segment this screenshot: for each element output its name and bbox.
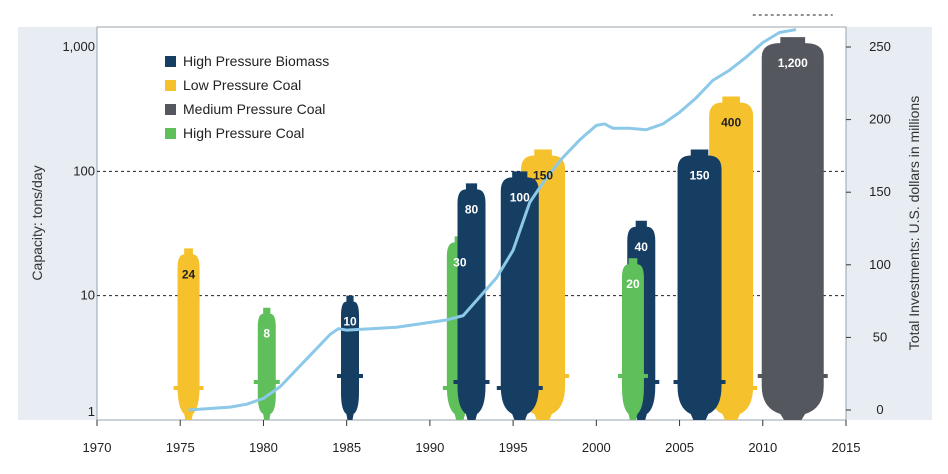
capacity-label-10: 10 (343, 315, 357, 329)
y-left-title: Capacity: tons/day (29, 165, 45, 280)
x-tick-label-1975: 1975 (166, 440, 195, 455)
legend-label-medium-pressure-coal: Medium Pressure Coal (183, 101, 325, 117)
x-tick-label-1970: 1970 (83, 440, 112, 455)
bottle-tick-24 (173, 386, 204, 390)
bottle-tick-1-200 (757, 374, 828, 378)
bottle-high-pressure-coal-8 (257, 307, 276, 420)
left-axis-band (18, 27, 97, 420)
capacity-label-1-200: 1,200 (778, 56, 808, 70)
y-left-tick-label-10: 10 (81, 288, 95, 303)
y-right-tick-label-150: 150 (869, 184, 891, 199)
y-left-tick-label-1: 1 (88, 404, 95, 419)
x-tick-label-2005: 2005 (665, 440, 694, 455)
legend: High Pressure Biomass Low Pressure Coal Me… (165, 53, 329, 141)
capacity-label-80: 80 (465, 202, 479, 216)
bottle-high-pressure-biomass-80 (457, 183, 486, 420)
bottle-tick-8 (253, 380, 280, 384)
capacity-label-20: 20 (626, 277, 640, 291)
investment-line (188, 28, 797, 412)
y-right-tick-label-0: 0 (876, 402, 883, 417)
bottle-tick-400 (705, 386, 758, 390)
legend-label-high-pressure-biomass: High Pressure Biomass (183, 53, 329, 69)
capacity-bottles (173, 37, 828, 421)
legend-swatch-high-pressure-coal (165, 128, 176, 139)
legend-swatch-medium-pressure-coal (165, 104, 176, 115)
capacity-label-150: 150 (690, 168, 710, 182)
bottle-high-pressure-coal-20 (621, 258, 644, 420)
y-left-tick-label-1-000: 1,000 (62, 39, 95, 54)
bottle-tick-150 (673, 380, 726, 384)
capacity-label-30: 30 (453, 255, 467, 269)
bottle-tick-80 (453, 380, 490, 384)
x-tick-label-2000: 2000 (582, 440, 611, 455)
legend-label-low-pressure-coal: Low Pressure Coal (183, 77, 301, 93)
right-axis-band (846, 27, 932, 420)
y-right-tick-label-50: 50 (873, 329, 887, 344)
x-tick-label-1980: 1980 (249, 440, 278, 455)
y-left-tick-label-100: 100 (73, 163, 95, 178)
capacity-label-400: 400 (721, 115, 741, 129)
capacity-label-24: 24 (182, 267, 196, 281)
x-tick-label-2015: 2015 (832, 440, 861, 455)
bottle-tick-10 (336, 374, 363, 378)
x-tick-label-1995: 1995 (499, 440, 528, 455)
capacity-label-150: 150 (533, 168, 553, 182)
bottle-low-pressure-coal-24 (177, 248, 200, 420)
bottle-tick-100 (496, 386, 543, 390)
x-tick-label-1985: 1985 (332, 440, 361, 455)
capacity-label-8: 8 (263, 327, 270, 341)
bottle-medium-pressure-coal-1-200 (761, 37, 824, 421)
y-right-title: Total Investments: U.S. dollars in milli… (906, 96, 922, 350)
capacity-label-100: 100 (510, 190, 530, 204)
bottle-high-pressure-biomass-10 (340, 295, 359, 420)
x-tick-label-2010: 2010 (748, 440, 777, 455)
y-right-tick-label-200: 200 (869, 112, 891, 127)
legend-swatch-high-pressure-biomass (165, 56, 176, 67)
y-right-tick-label-250: 250 (869, 39, 891, 54)
capacity-label-40: 40 (635, 240, 649, 254)
legend-label-high-pressure-coal: High Pressure Coal (183, 125, 304, 141)
investment-line-layer (188, 28, 797, 412)
axes: 1970 1975 1980 1985 1990 1995 2000 2005 2010 2015… (29, 39, 922, 455)
bottle-tick-20 (617, 374, 648, 378)
legend-swatch-low-pressure-coal (165, 80, 176, 91)
bottle-tick-150 (517, 374, 570, 378)
x-tick-label-1990: 1990 (415, 440, 444, 455)
bottle-high-pressure-biomass-150 (677, 149, 722, 420)
y-right-tick-label-100: 100 (869, 257, 891, 272)
bottle-high-pressure-biomass-100 (500, 171, 539, 420)
